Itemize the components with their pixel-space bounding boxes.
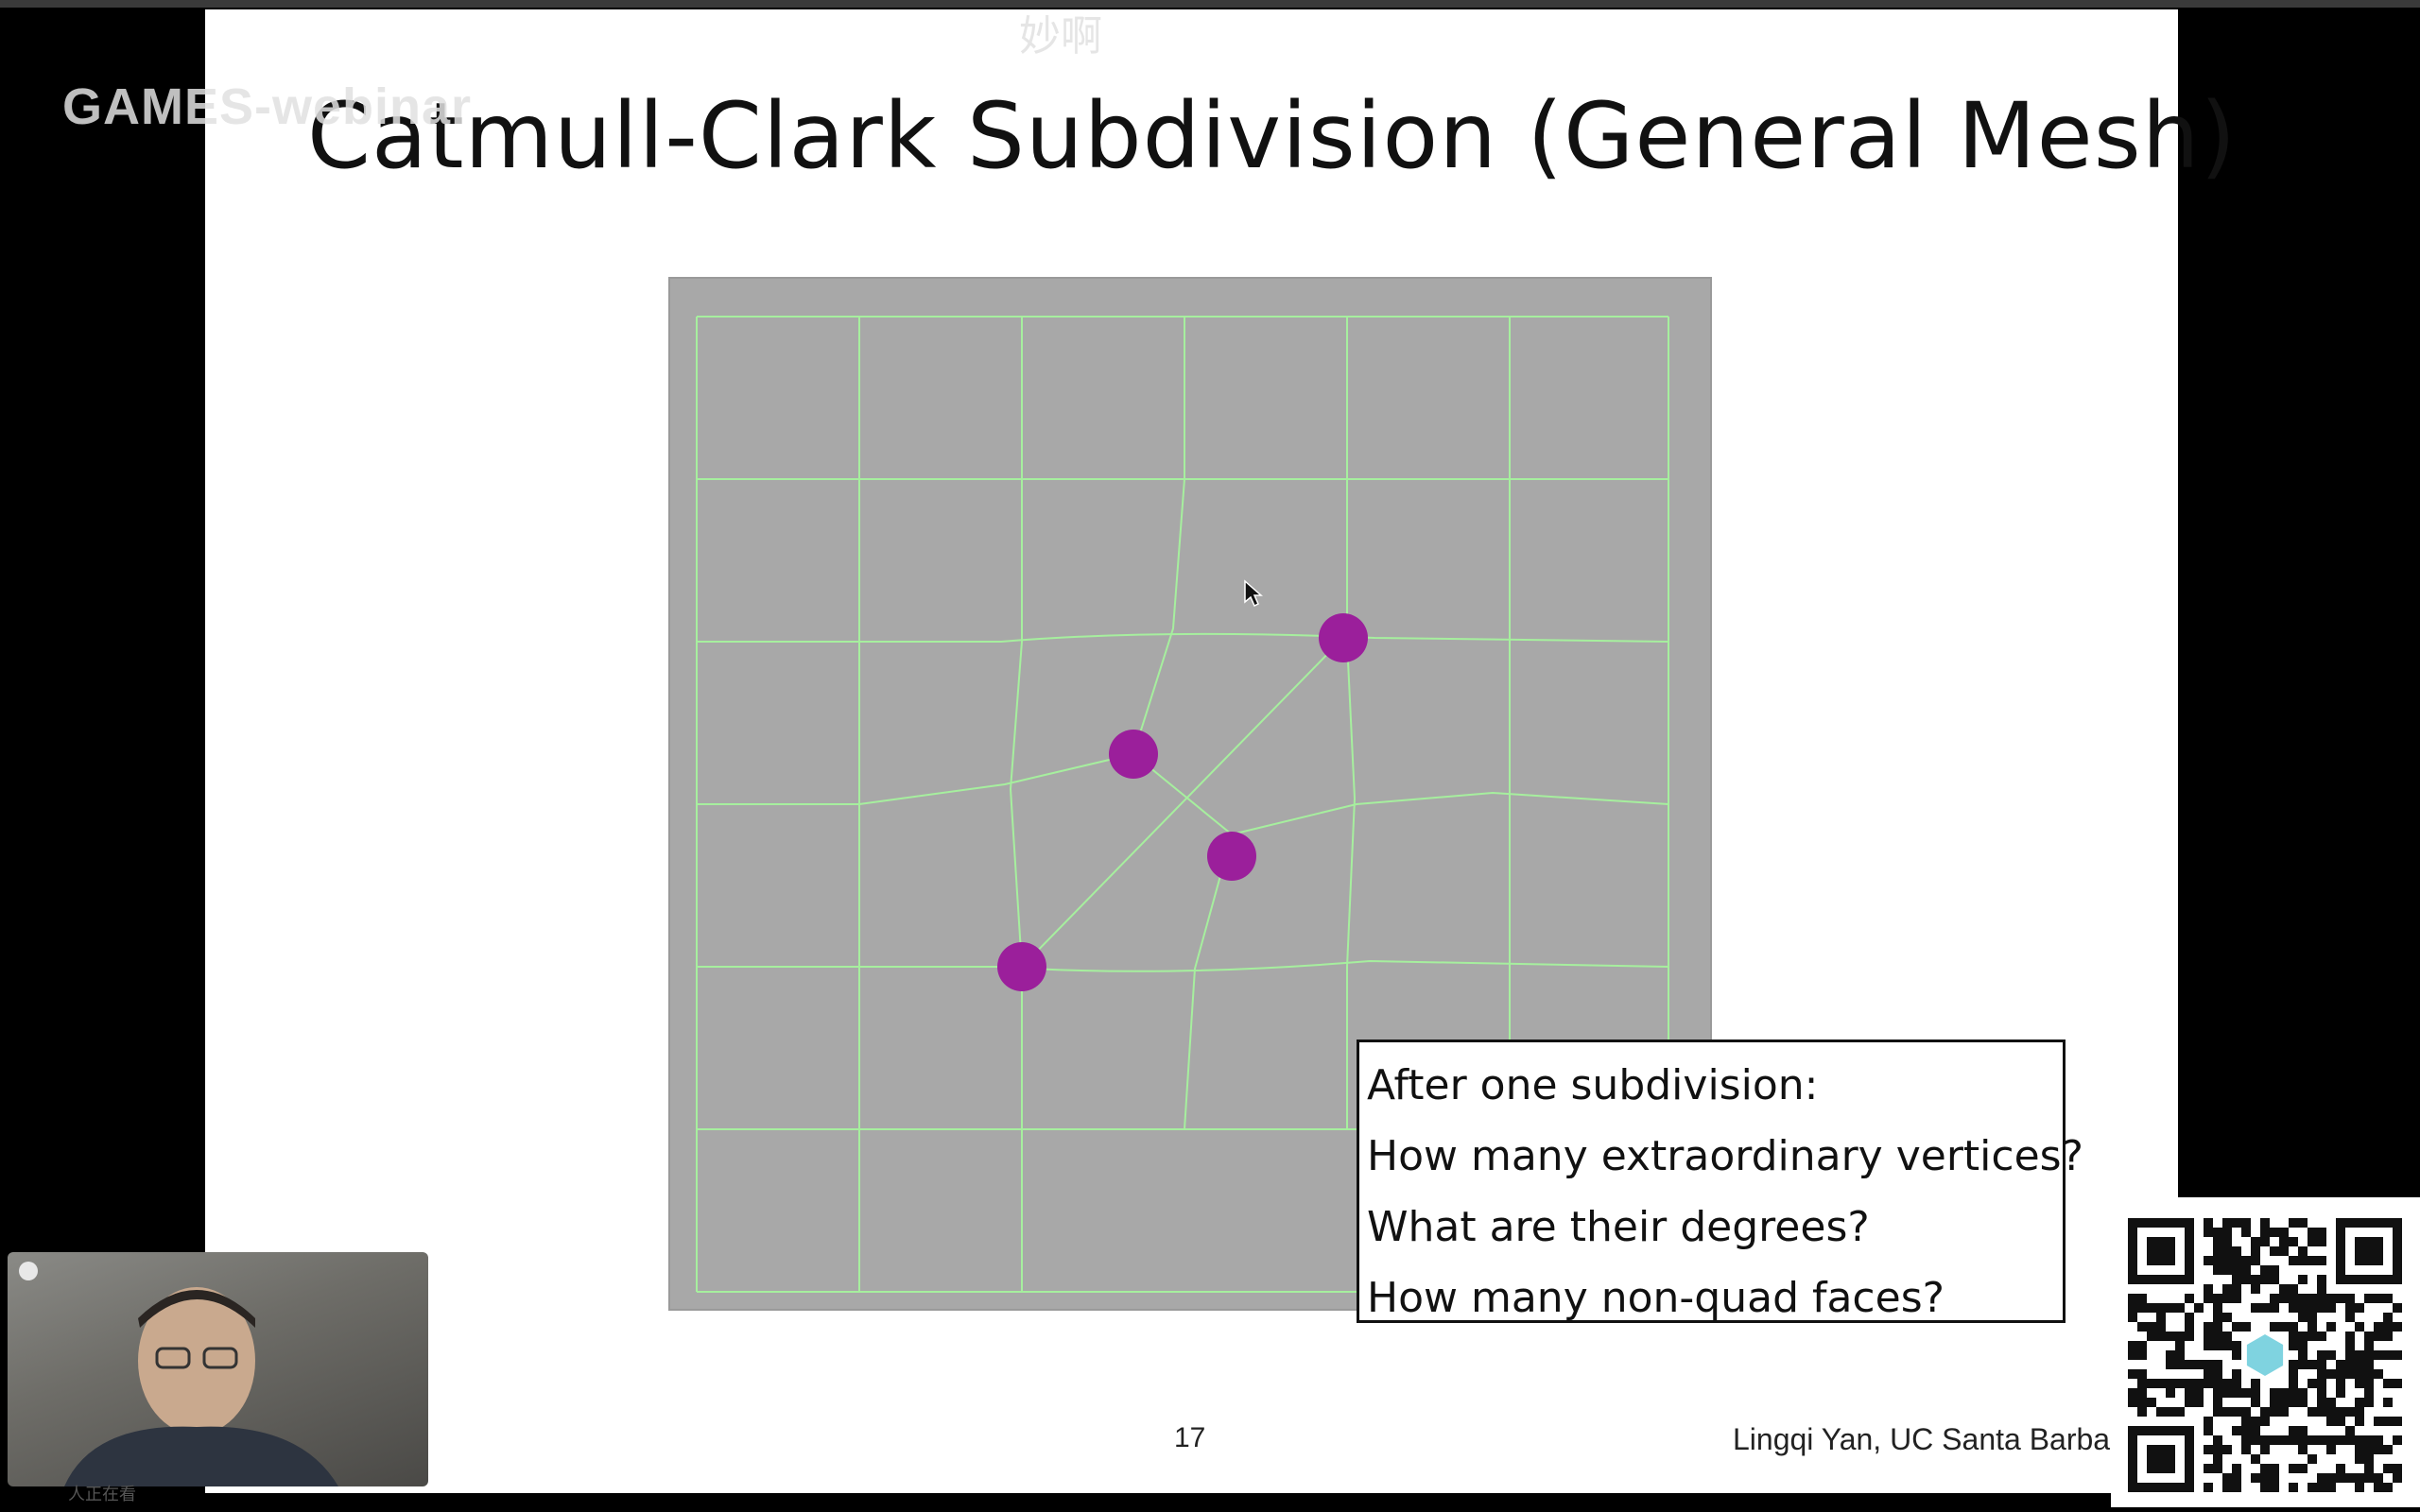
- grid-line-v3: [1132, 317, 1185, 755]
- question-line: After one subdivision:: [1367, 1061, 1819, 1109]
- grid-line-v2: [1009, 317, 1023, 1292]
- extraordinary-vertex: [1109, 730, 1158, 779]
- presentation-slide: Catmull-Clark Subdivision (General Mesh): [205, 9, 2238, 1493]
- grid-line-v4: [1346, 317, 1357, 1129]
- qr-code: [2111, 1197, 2420, 1507]
- grid-line-h2: [697, 632, 1669, 643]
- webcam-feed: [8, 1252, 428, 1486]
- qr-code-icon: [2128, 1218, 2402, 1492]
- question-line: What are their degrees?: [1367, 1203, 1870, 1251]
- webcam-indicator-icon: [19, 1262, 38, 1280]
- question-line: How many extraordinary vertices?: [1367, 1132, 2083, 1180]
- mouse-cursor-icon: [1244, 579, 1263, 608]
- question-line: How many non-quad faces?: [1367, 1274, 1945, 1322]
- author-footer: Lingqi Yan, UC Santa Barba: [1733, 1422, 2111, 1456]
- extraordinary-vertex: [997, 942, 1046, 991]
- extraordinary-vertex: [1319, 613, 1368, 662]
- diagonal-edge: [1021, 637, 1344, 968]
- grid-line-v3b: [1184, 833, 1233, 1130]
- danmaku-comment: 妙啊: [1019, 12, 1102, 60]
- presenter-silhouette-icon: [64, 1287, 338, 1486]
- grid-line-h3b: [1231, 791, 1669, 835]
- window-top-bar: [0, 0, 2420, 8]
- mesh-figure: [668, 277, 1712, 1311]
- grid-line-h4: [697, 959, 1669, 972]
- extraordinary-vertex: [1207, 832, 1256, 881]
- slide-title: Catmull-Clark Subdivision (General Mesh): [307, 83, 2238, 189]
- mesh-grid-figure: [696, 316, 1669, 1293]
- question-box: After one subdivision: How many extraord…: [1357, 1040, 2083, 1323]
- grid-line-h3: [697, 753, 1134, 805]
- slide-page-number: 17: [1174, 1422, 1206, 1453]
- stream-watermark: GAMES-webinar: [62, 78, 473, 135]
- viewer-count: 人正在看: [68, 1485, 136, 1504]
